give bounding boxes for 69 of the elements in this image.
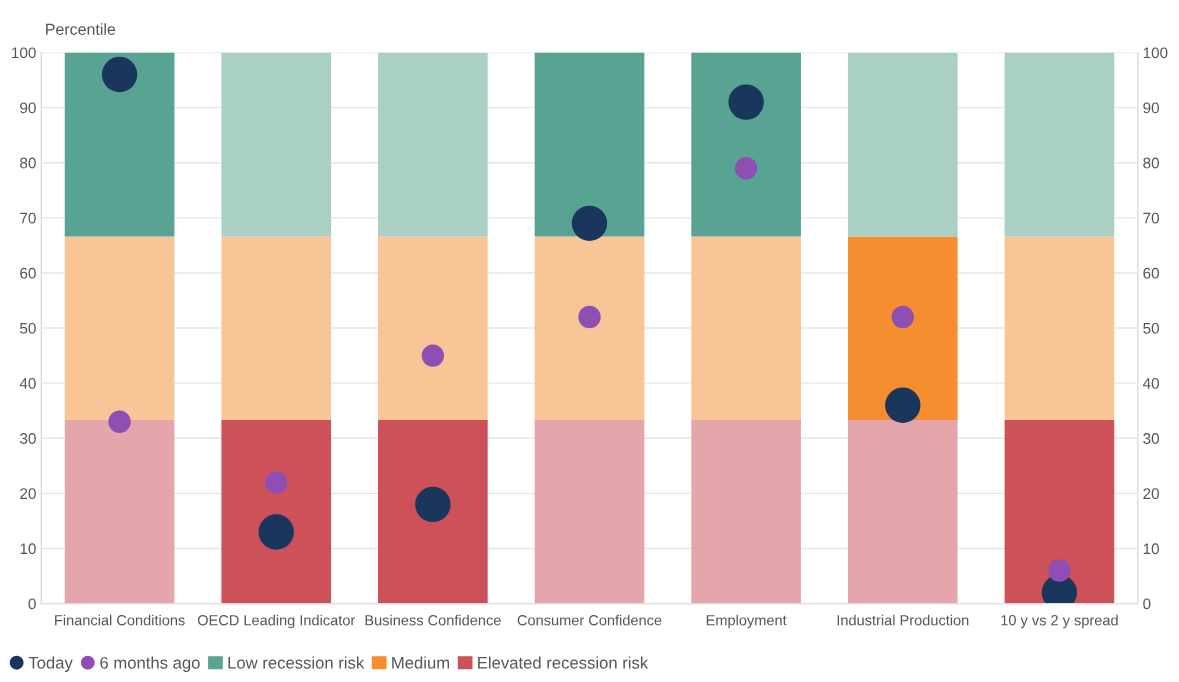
point [891,305,914,329]
y2-tick-label: 80 [1143,157,1159,169]
point [421,344,445,367]
point [571,205,608,242]
legend-label: Medium [392,656,450,669]
bar [64,52,175,237]
bar [691,420,801,604]
bar [378,420,488,604]
y2-tick-label: 10 [1143,543,1159,555]
point [734,157,758,180]
y-axis-title: Percentile [46,23,116,35]
point [258,514,294,550]
x-tick-label: 10 y vs 2 y spread [1001,614,1118,629]
bar [691,236,801,421]
bar [534,52,645,237]
y-tick-label: 100 [12,47,36,59]
bar [221,420,332,604]
bar [221,236,332,421]
point [265,471,288,494]
y-tick-label: 80 [20,157,36,169]
point [108,410,131,433]
legend-label: Today [28,656,73,672]
y-tick-label: 40 [19,378,36,389]
y-tick-label: 90 [20,102,36,114]
y-tick-label: 50 [20,322,36,334]
point [578,305,601,329]
x-tick-label: Financial Conditions [55,614,185,626]
y-tick-label: 20 [20,488,36,500]
point [415,486,451,523]
legend-label: Low recession risk [228,656,365,669]
y2-tick-label: 70 [1143,212,1159,224]
bar [534,420,645,604]
y-tick-label: 10 [20,543,36,555]
y-tick-label: 60 [20,267,36,279]
y-tick-label: 0 [28,598,36,610]
point [885,387,921,423]
y2-tick-label: 0 [1143,598,1151,610]
y2-tick-label: 40 [1142,378,1159,389]
bar [221,52,332,237]
bar [847,236,958,421]
y2-tick-label: 100 [1143,47,1168,59]
legend-label: 6 months ago [100,656,200,672]
bar [1004,236,1115,421]
x-tick-label: Consumer Confidence [517,614,662,626]
x-tick-label: Business Confidence [365,614,501,626]
bar [64,420,175,604]
y2-tick-label: 30 [1143,433,1159,444]
x-tick-label: Industrial Production [837,614,969,626]
bar [691,52,801,237]
y2-tick-label: 20 [1143,488,1159,500]
bar [378,236,488,421]
y-tick-label: 30 [19,433,36,444]
y2-tick-label: 60 [1143,267,1159,279]
bar [1004,52,1115,237]
point [728,84,764,120]
x-tick-label: OECD Leading Indicator [197,614,356,629]
point [101,56,138,93]
y2-tick-label: 50 [1143,322,1159,334]
bar [847,52,958,237]
y2-tick-label: 90 [1143,102,1159,114]
legend-label: Elevated recession risk [478,656,649,669]
y-tick-label: 70 [20,212,36,224]
bar [64,236,175,421]
bar [378,52,488,237]
bar [847,420,958,604]
x-tick-label: Employment [706,614,787,629]
bar [1004,420,1115,604]
bar [534,236,645,421]
point [1048,559,1071,582]
